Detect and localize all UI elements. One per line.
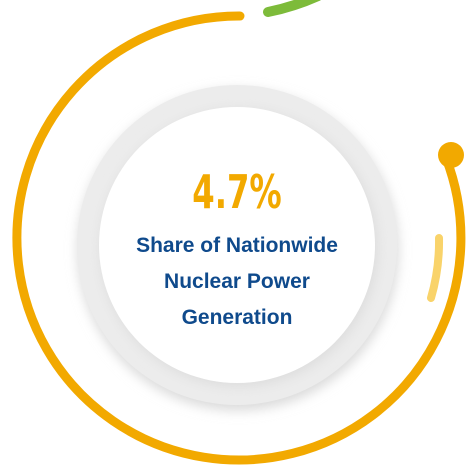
stat-value: 4.7% <box>192 166 282 220</box>
green-arc <box>263 0 321 17</box>
stat-label: Nuclear Power <box>164 270 310 293</box>
ring-dot <box>438 142 464 168</box>
stat-label: Share of Nationwide <box>136 234 338 257</box>
stat-label: Generation <box>182 306 293 329</box>
light-arc <box>427 234 444 302</box>
orange-ring <box>12 11 466 465</box>
inner-circle <box>99 107 375 383</box>
